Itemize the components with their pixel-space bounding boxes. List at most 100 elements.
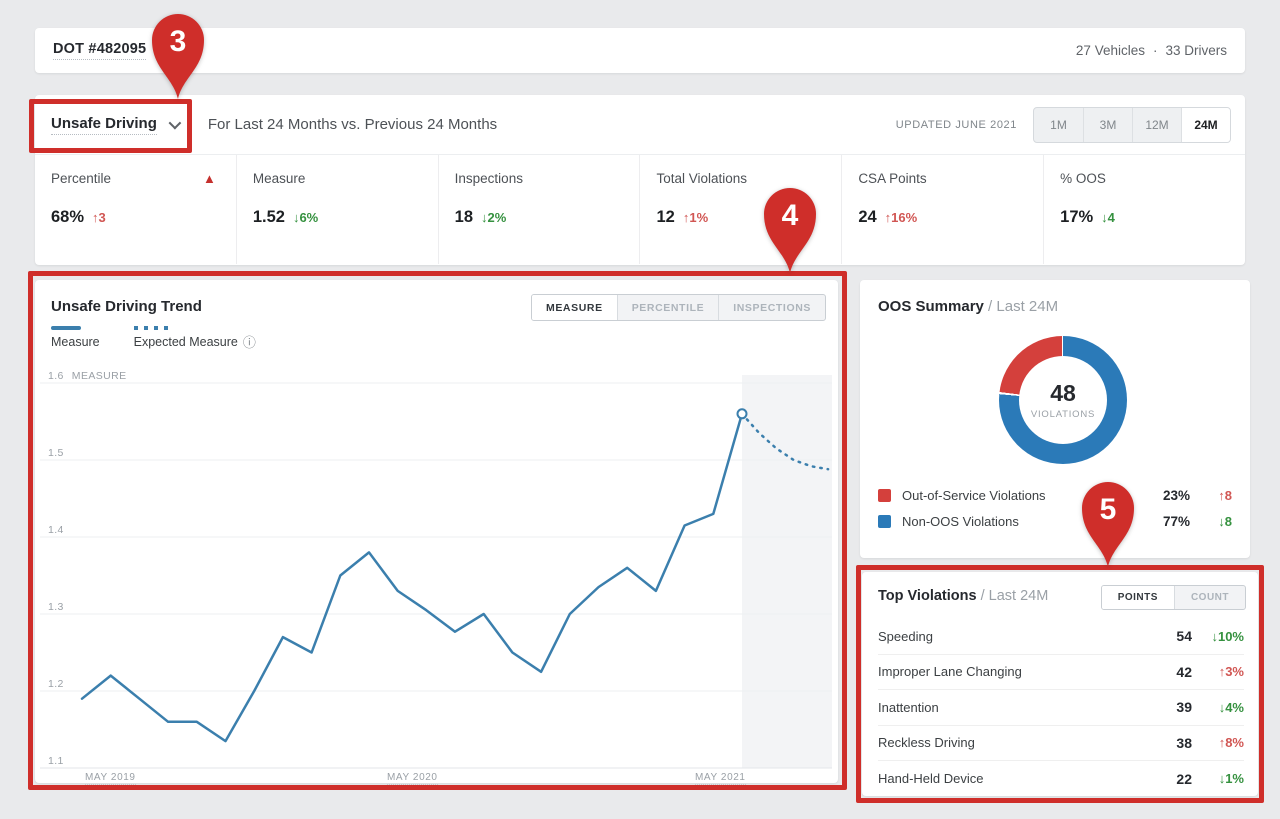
violation-value: 38 xyxy=(1158,735,1192,751)
x-tick-may-2021[interactable]: MAY 2021 xyxy=(695,772,746,785)
violation-label: Reckless Driving xyxy=(878,735,1158,750)
oos-row-label: Non-OOS Violations xyxy=(902,514,1144,529)
trend-metric-tabs: MEASURE PERCENTILE INSPECTIONS xyxy=(531,294,826,321)
dot-number[interactable]: DOT #482095 xyxy=(53,41,146,60)
warning-triangle-icon: ▲ xyxy=(203,171,216,186)
stat-value: 24 xyxy=(858,208,876,227)
stat-csa-points: CSA Points 24↑16% xyxy=(842,155,1044,264)
stat-value: 1.52 xyxy=(253,208,285,227)
trend-chart-title: Unsafe Driving Trend xyxy=(51,298,202,315)
x-tick-may-2020[interactable]: MAY 2020 xyxy=(387,772,438,785)
stat-measure: Measure 1.52 ↓6% xyxy=(237,155,439,264)
oos-title: OOS Summary xyxy=(878,298,984,315)
oos-row-pct: 23% xyxy=(1144,488,1190,503)
stats-row: Percentile ▲ 68% ↑3 Measure 1.52 ↓6% Inspe… xyxy=(35,155,1245,264)
violation-row-inattention: Inattention 39 ↓4% xyxy=(878,690,1244,726)
toggle-count[interactable]: COUNT xyxy=(1174,586,1245,609)
oos-row-out-of-service: Out-of-Service Violations 23% ↑8 xyxy=(878,482,1232,508)
violation-row-improper-lane-changing: Improper Lane Changing 42 ↑3% xyxy=(878,655,1244,691)
filter-row: Unsafe Driving For Last 24 Months vs. Pr… xyxy=(35,95,1245,155)
violations-subtitle: / Last 24M xyxy=(981,588,1049,604)
stat-label: % OOS xyxy=(1060,171,1106,186)
legend-expected-measure: Expected Measure ⓘ xyxy=(134,326,256,349)
violations-title: Top Violations xyxy=(878,588,977,604)
updated-label: UPDATED JUNE 2021 xyxy=(896,119,1017,131)
violation-delta: ↑3% xyxy=(1192,664,1244,679)
violation-delta: ↑8% xyxy=(1192,735,1244,750)
violation-value: 39 xyxy=(1158,699,1192,715)
forecast-region xyxy=(742,375,832,768)
metric-dropdown[interactable]: Unsafe Driving xyxy=(51,115,178,135)
legend-measure: Measure xyxy=(51,326,100,349)
violation-row-hand-held-device: Hand-Held Device 22 ↓1% xyxy=(878,761,1244,797)
chart-legend: Measure Expected Measure ⓘ xyxy=(51,326,256,349)
points-count-toggle: POINTS COUNT xyxy=(1101,585,1246,610)
non-oos-blue-swatch xyxy=(878,515,891,528)
dot-separator: · xyxy=(1153,43,1158,58)
toggle-points[interactable]: POINTS xyxy=(1102,586,1174,609)
stat-delta: ↑1% xyxy=(683,210,708,225)
stat-delta: ↓4 xyxy=(1101,210,1115,225)
top-violations-card: Top Violations / Last 24M POINTS COUNT S… xyxy=(862,572,1258,796)
violations-caption: VIOLATIONS xyxy=(1031,409,1095,420)
oos-row-non-oos: Non-OOS Violations 77% ↓8 xyxy=(878,508,1232,534)
stat-value: 12 xyxy=(656,208,674,227)
measure-line-swatch xyxy=(51,326,81,330)
expected-measure-line-swatch xyxy=(134,326,170,330)
dashboard: DOT #482095 27 Vehicles · 33 Drivers Uns… xyxy=(0,0,1280,819)
violation-delta: ↓1% xyxy=(1192,771,1244,786)
comparison-subtitle: For Last 24 Months vs. Previous 24 Month… xyxy=(208,116,497,133)
stat-delta: ↑3 xyxy=(92,210,106,225)
tab-inspections[interactable]: INSPECTIONS xyxy=(718,295,825,320)
top-bar: DOT #482095 27 Vehicles · 33 Drivers xyxy=(35,28,1245,73)
violation-delta: ↓10% xyxy=(1192,629,1244,644)
range-3m-button[interactable]: 3M xyxy=(1083,108,1132,142)
stat-percentile: Percentile ▲ 68% ↑3 xyxy=(35,155,237,264)
violation-row-speeding: Speeding 54 ↓10% xyxy=(878,619,1244,655)
vehicles-count: 27 Vehicles xyxy=(1076,43,1145,58)
stat-label: Measure xyxy=(253,171,306,186)
oos-row-pct: 77% xyxy=(1144,514,1190,529)
violation-row-reckless-driving: Reckless Driving 38 ↑8% xyxy=(878,726,1244,762)
oos-row-label: Out-of-Service Violations xyxy=(902,488,1144,503)
stat-delta: ↓6% xyxy=(293,210,318,225)
metric-dropdown-label: Unsafe Driving xyxy=(51,115,157,135)
oos-red-swatch xyxy=(878,489,891,502)
range-24m-button[interactable]: 24M xyxy=(1181,108,1230,142)
stat-inspections: Inspections 18 ↓2% xyxy=(439,155,641,264)
stat-delta: ↓2% xyxy=(481,210,506,225)
chevron-down-icon xyxy=(168,117,181,130)
legend-label: Measure xyxy=(51,335,100,349)
violation-label: Hand-Held Device xyxy=(878,771,1158,786)
x-tick-may-2019[interactable]: MAY 2019 xyxy=(85,772,136,785)
trend-chart-card: Unsafe Driving Trend MEASURE PERCENTILE … xyxy=(35,280,838,783)
range-1m-button[interactable]: 1M xyxy=(1034,108,1083,142)
tab-measure[interactable]: MEASURE xyxy=(532,295,617,320)
stat-pct-oos: % OOS 17% ↓4 xyxy=(1044,155,1245,264)
violations-list: Speeding 54 ↓10% Improper Lane Changing … xyxy=(878,619,1244,797)
stat-value: 17% xyxy=(1060,208,1093,227)
range-12m-button[interactable]: 12M xyxy=(1132,108,1181,142)
violation-label: Improper Lane Changing xyxy=(878,664,1158,679)
violation-delta: ↓4% xyxy=(1192,700,1244,715)
violations-total: 48 xyxy=(1050,380,1076,407)
info-icon[interactable]: ⓘ xyxy=(243,336,256,349)
violation-label: Inattention xyxy=(878,700,1158,715)
stat-value: 68% xyxy=(51,208,84,227)
trend-line-chart xyxy=(40,375,832,775)
violation-value: 22 xyxy=(1158,771,1192,787)
violation-label: Speeding xyxy=(878,629,1158,644)
oos-legend: Out-of-Service Violations 23% ↑8 Non-OOS… xyxy=(878,482,1232,534)
tab-percentile[interactable]: PERCENTILE xyxy=(617,295,719,320)
stat-total-violations: Total Violations 12↑1% xyxy=(640,155,842,264)
violation-value: 42 xyxy=(1158,664,1192,680)
stat-value: 18 xyxy=(455,208,473,227)
oos-subtitle: / Last 24M xyxy=(988,298,1058,315)
legend-label: Expected Measure xyxy=(134,335,238,349)
donut-center: 48 VIOLATIONS xyxy=(1019,356,1107,444)
stat-label: Percentile xyxy=(51,171,111,186)
fleet-counts: 27 Vehicles · 33 Drivers xyxy=(1076,43,1227,58)
stat-delta: ↑16% xyxy=(885,210,918,225)
stat-label: Inspections xyxy=(455,171,523,186)
metric-summary-card: Unsafe Driving For Last 24 Months vs. Pr… xyxy=(35,95,1245,265)
